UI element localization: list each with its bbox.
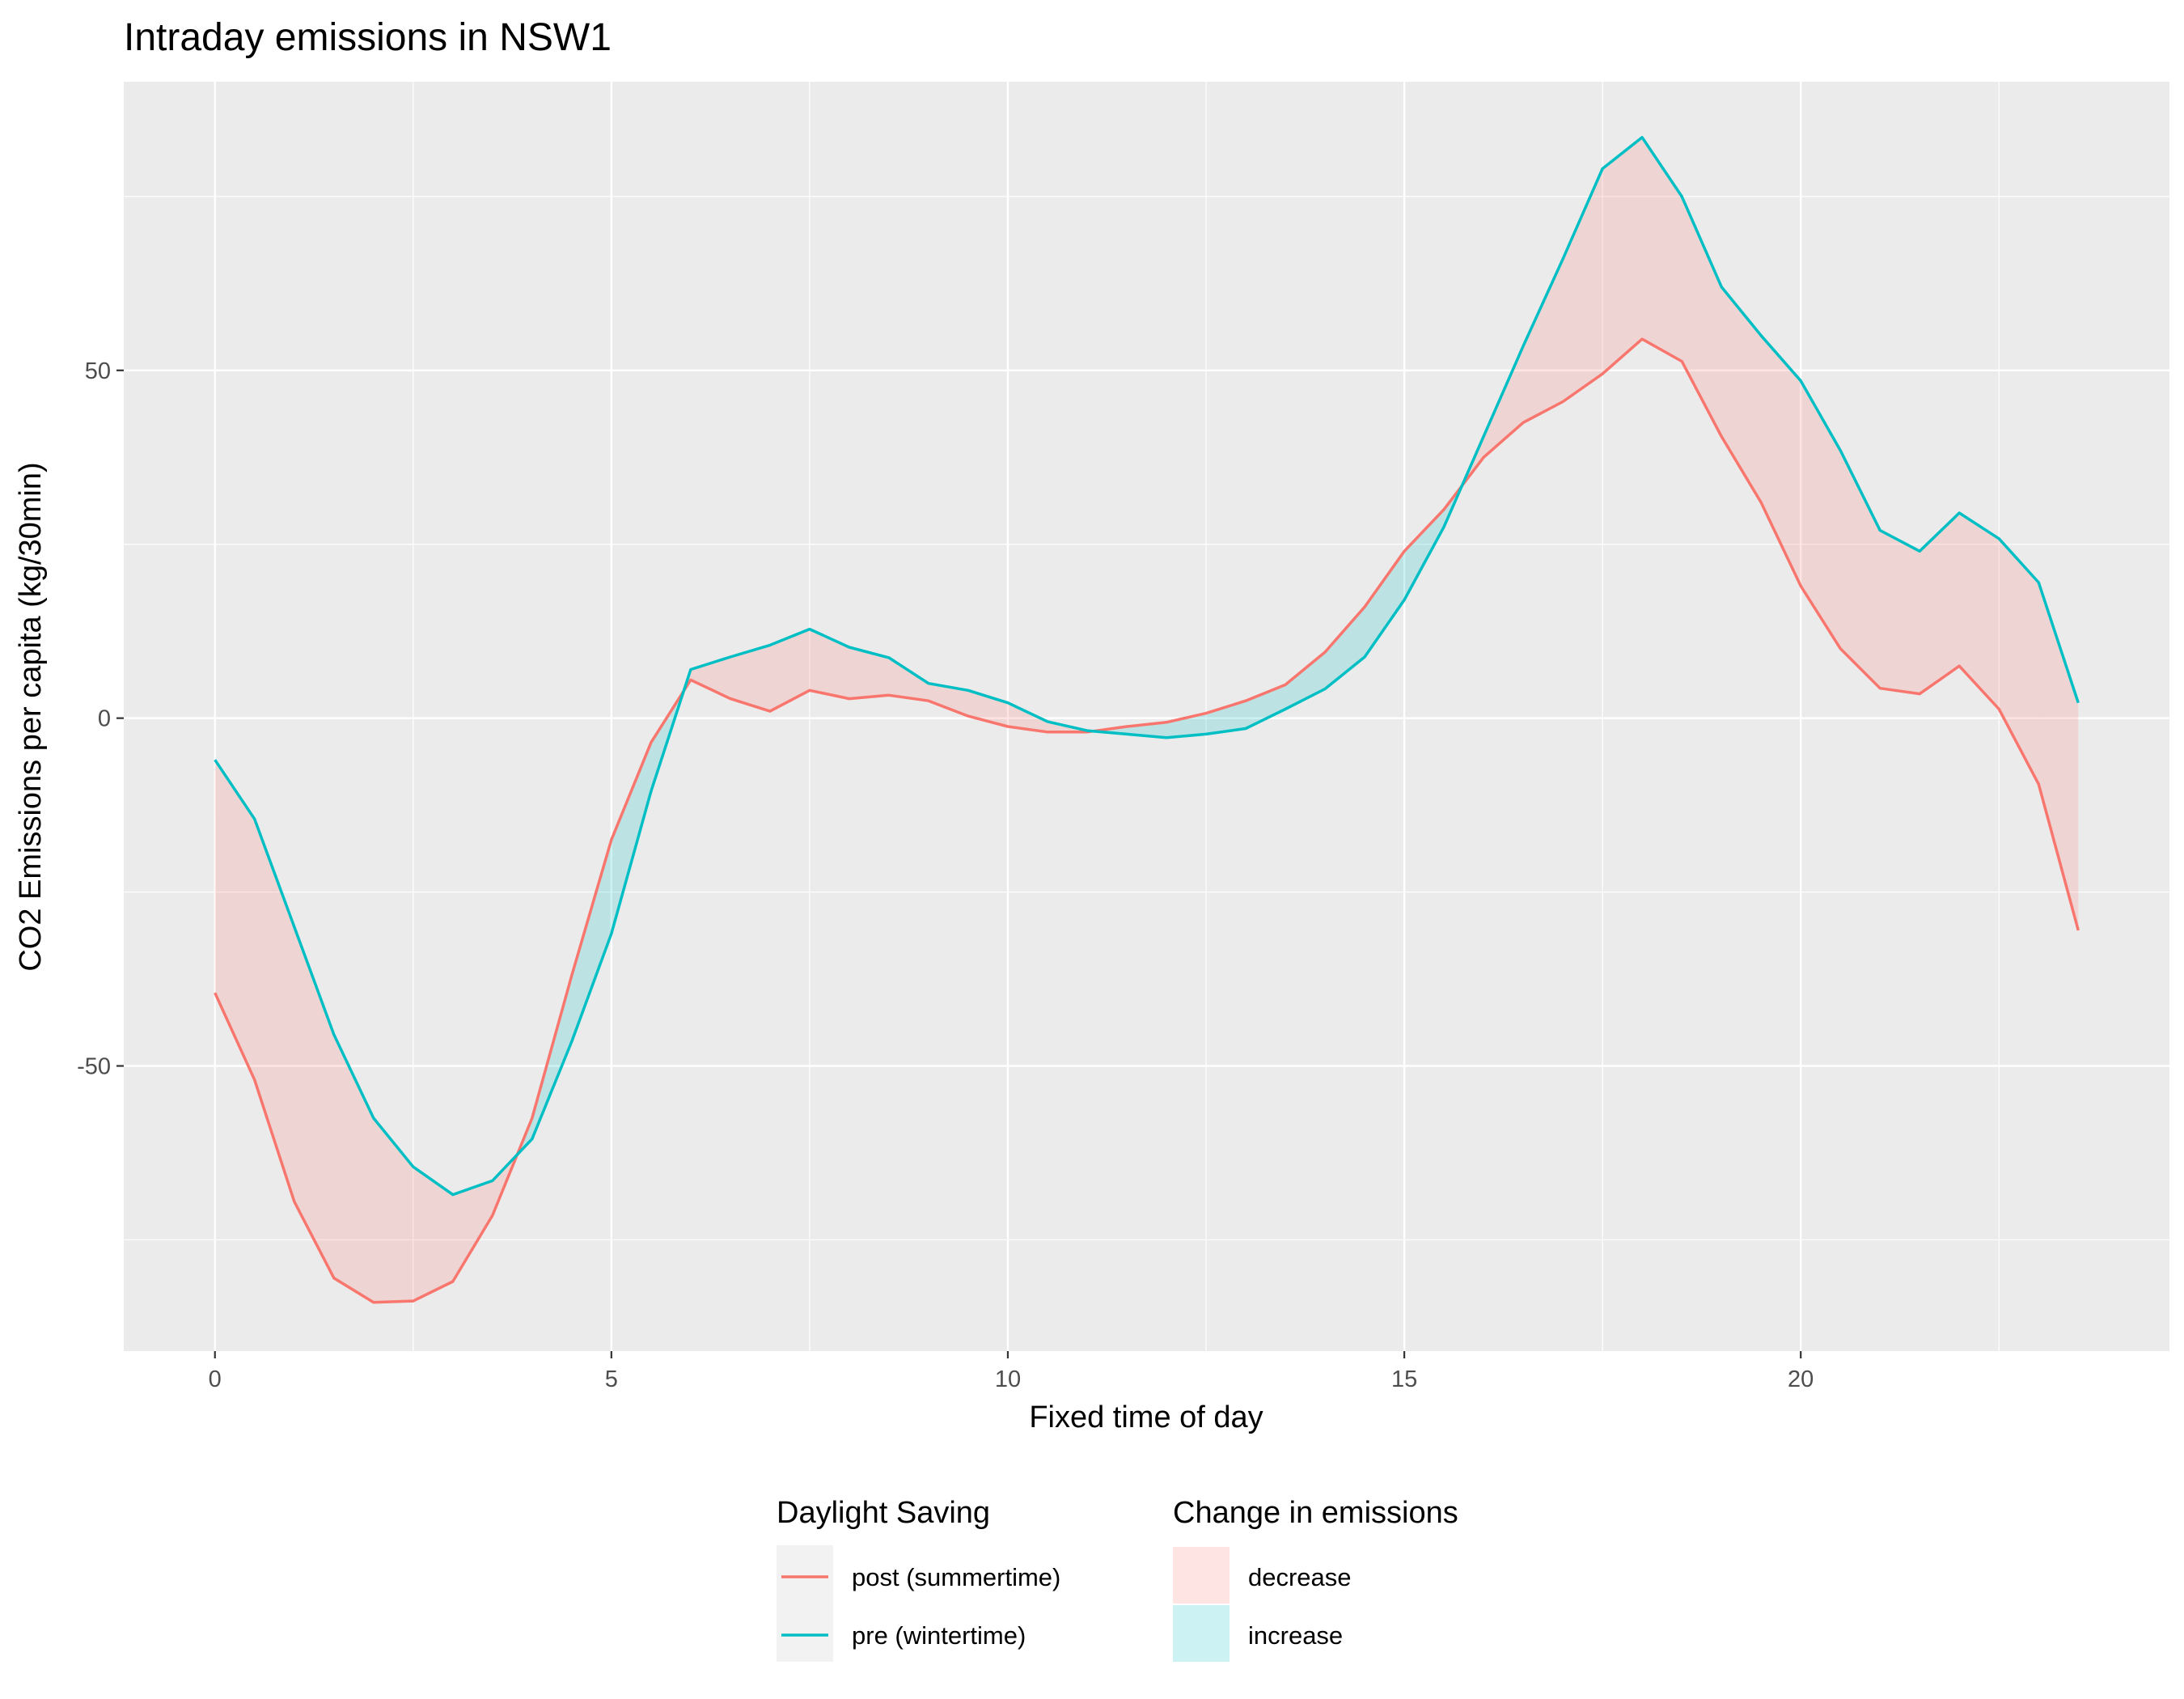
- ribbon-decrease: [809, 629, 849, 699]
- ribbon-decrease: [1602, 137, 1643, 375]
- ribbon-decrease: [1642, 137, 1682, 362]
- ribbon-decrease: [1999, 538, 2039, 785]
- legend-key-background: [777, 1545, 833, 1662]
- ribbon-increase: [1325, 607, 1365, 689]
- legend-label-post-summertime: post (summertime): [852, 1563, 1060, 1591]
- x-tick-label: 0: [209, 1366, 222, 1392]
- ribbon-increase: [1365, 551, 1405, 657]
- legend-title-daylight-saving: Daylight Saving: [777, 1496, 990, 1530]
- x-tick-label: 20: [1788, 1366, 1814, 1392]
- ribbon-increase: [1206, 701, 1246, 735]
- legend-change-in-emissions: Change in emissions decrease increase: [1173, 1496, 1458, 1662]
- legend-daylight-saving: Daylight Saving post (summertime) pre (w…: [777, 1496, 1060, 1662]
- ribbon-increase: [1166, 713, 1206, 738]
- ribbon-increase: [1285, 652, 1326, 710]
- ribbon-decrease: [1919, 513, 1960, 694]
- ribbon-decrease: [730, 645, 770, 712]
- ribbon-increase: [1246, 684, 1285, 729]
- legend-key-increase: [1173, 1605, 1230, 1662]
- chart-title: Intraday emissions in NSW1: [124, 16, 612, 59]
- legend-label-decrease: decrease: [1248, 1563, 1352, 1591]
- ribbon-decrease: [2038, 583, 2079, 930]
- x-tick-label: 5: [605, 1366, 618, 1392]
- y-axis-label: CO2 Emissions per capita (kg/30min): [14, 462, 48, 971]
- ribbon-decrease: [928, 683, 968, 717]
- ribbon-decrease: [1880, 530, 1920, 694]
- ribbon-decrease: [769, 629, 810, 712]
- legend-key-decrease: [1173, 1547, 1230, 1604]
- ribbon-increase: [571, 840, 612, 1042]
- ribbon-decrease: [1682, 196, 1722, 437]
- ribbon-decrease: [333, 1034, 374, 1303]
- ribbon-decrease: [294, 926, 334, 1278]
- y-tick-label: 50: [85, 358, 111, 384]
- ribbon-decrease: [1523, 259, 1564, 423]
- series-lines: [214, 136, 2080, 1304]
- x-tick-label: 15: [1391, 1366, 1417, 1392]
- x-tick-label: 10: [995, 1366, 1021, 1392]
- grid-lines: [124, 82, 2169, 1351]
- ribbon-increase: [1404, 509, 1445, 600]
- y-tick-label: 0: [98, 706, 111, 732]
- legend-title-change-in-emissions: Change in emissions: [1173, 1496, 1458, 1530]
- plot-panel: [124, 82, 2169, 1351]
- ribbon-decrease: [1840, 450, 1881, 688]
- y-axis-ticks: -50 0 50: [77, 358, 124, 1080]
- ribbon-decrease: [413, 1167, 453, 1302]
- series-line-pre-wintertime: [214, 136, 2080, 1197]
- ribbon-decrease: [373, 1118, 413, 1303]
- series-line-post-summertime: [214, 337, 2080, 1304]
- ribbon-decrease: [1563, 168, 1603, 402]
- ribbon-decrease: [452, 1180, 493, 1282]
- ribbon-increase: [611, 742, 651, 934]
- ribbon-decrease: [1959, 513, 2000, 710]
- ribbon-decrease: [849, 647, 889, 699]
- y-tick-label: -50: [77, 1054, 111, 1080]
- ribbon-decrease: [888, 657, 929, 701]
- x-axis-ticks: 0 5 10 15 20: [209, 1351, 1814, 1392]
- ribbon-decrease: [1721, 286, 1762, 503]
- x-axis-label: Fixed time of day: [1029, 1400, 1263, 1434]
- ribbon-decrease: [1008, 702, 1048, 732]
- legend-label-increase: increase: [1248, 1621, 1343, 1650]
- ribbon-decrease: [214, 760, 255, 1080]
- ribbon-decrease: [1801, 380, 1841, 649]
- legend-label-pre-wintertime: pre (wintertime): [852, 1621, 1026, 1650]
- change-ribbons: [214, 137, 2079, 1303]
- ribbon-decrease: [1761, 335, 1801, 587]
